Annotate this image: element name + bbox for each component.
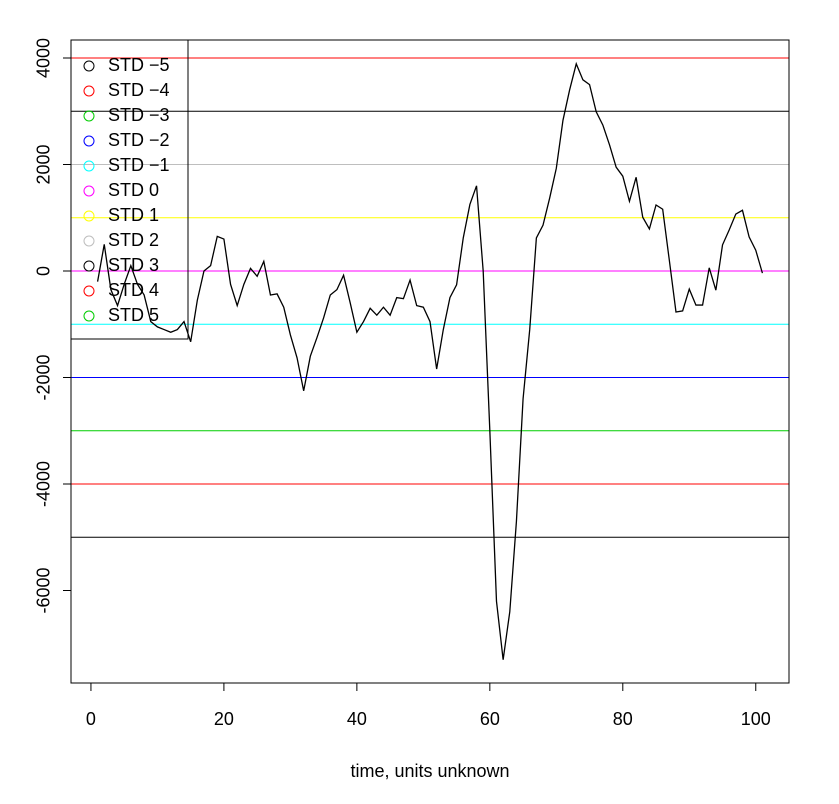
legend-marker xyxy=(83,110,95,122)
legend-label: STD 1 xyxy=(108,205,159,225)
x-tick-label: 0 xyxy=(86,709,96,729)
legend-marker xyxy=(83,60,95,72)
x-tick-label: 100 xyxy=(741,709,771,729)
legend-label: STD −5 xyxy=(108,55,170,75)
y-tick-label: 2000 xyxy=(34,144,54,184)
legend-marker xyxy=(83,260,95,272)
legend-label: STD −1 xyxy=(108,155,170,175)
x-tick-label: 40 xyxy=(347,709,367,729)
y-tick-label: 0 xyxy=(34,266,54,276)
legend-label: STD 0 xyxy=(108,180,159,200)
y-tick-label: -2000 xyxy=(34,354,54,400)
legend-box xyxy=(70,39,189,340)
x-tick-label: 60 xyxy=(480,709,500,729)
reference-lines xyxy=(71,57,789,538)
x-tick-label: 20 xyxy=(214,709,234,729)
legend-label: STD 3 xyxy=(108,255,159,275)
legend-label: STD 5 xyxy=(108,305,159,325)
legend-marker xyxy=(83,285,95,297)
legend-label: STD −4 xyxy=(108,80,170,100)
legend-marker xyxy=(83,85,95,97)
legend-marker xyxy=(83,185,95,197)
legend-marker xyxy=(83,235,95,247)
x-axis-label: time, units unknown xyxy=(350,761,509,781)
plot-frame xyxy=(70,39,790,684)
legend-label: STD 4 xyxy=(108,280,159,300)
legend-label: STD 2 xyxy=(108,230,159,250)
y-tick-label: -6000 xyxy=(34,567,54,613)
legend-label: STD −3 xyxy=(108,105,170,125)
legend-label: STD −2 xyxy=(108,130,170,150)
legend-marker xyxy=(83,160,95,172)
legend-marker xyxy=(83,310,95,322)
legend-marker xyxy=(83,135,95,147)
data-line xyxy=(96,61,764,660)
x-tick-label: 80 xyxy=(613,709,633,729)
y-tick-label: 4000 xyxy=(34,38,54,78)
y-tick-label: -4000 xyxy=(34,461,54,507)
legend-marker xyxy=(83,210,95,222)
